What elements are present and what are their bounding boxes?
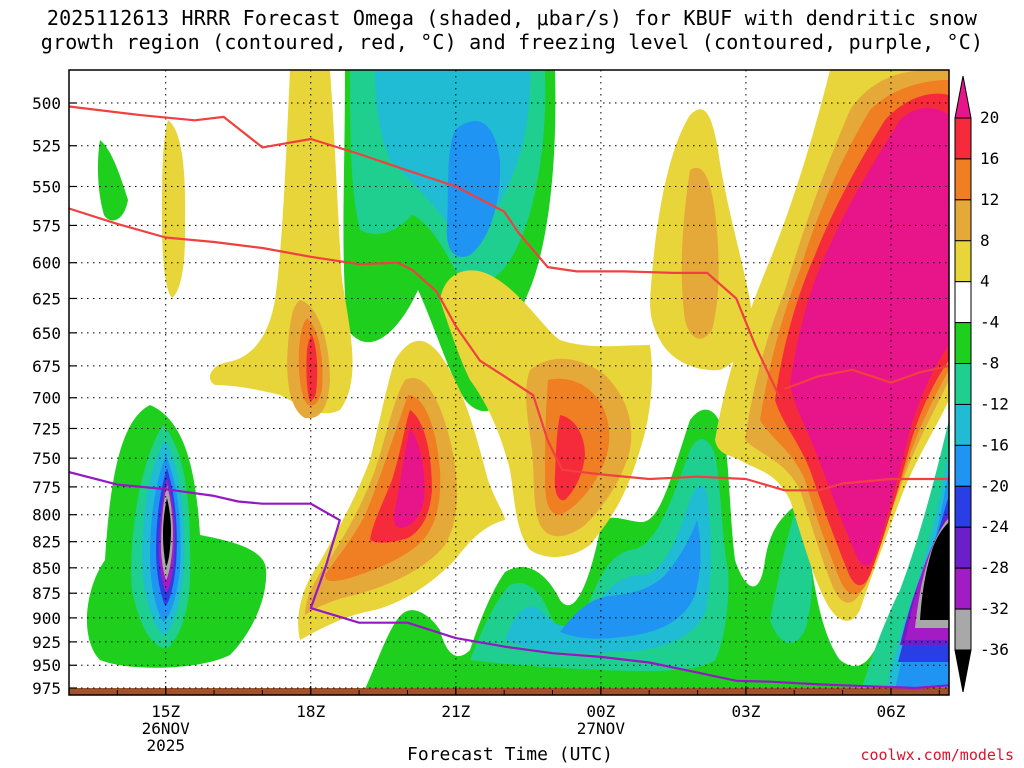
ascent-region-06z: [860, 420, 949, 695]
colorbar-bin: [954, 608, 972, 651]
colorbar-label: -8: [980, 354, 999, 373]
x-tick-label: 06Z: [877, 702, 906, 721]
y-tick-label: 700: [32, 389, 61, 408]
x-tick-label: 03Z: [731, 702, 760, 721]
colorbar-label: 20: [980, 108, 999, 127]
y-tick-label: 550: [32, 177, 61, 196]
colorbar-bin: [954, 281, 972, 324]
ground-strip: [69, 688, 949, 695]
y-tick-label: 875: [32, 584, 61, 603]
y-axis-labels: 500 525 550 575 600 625 650 675 700 725 750 775 800 8…: [32, 94, 61, 698]
colorbar-label: -32: [980, 599, 1009, 618]
descent-region-23z: [440, 270, 652, 557]
ascent-region-15z: [86, 140, 267, 668]
y-tick-label: 675: [32, 357, 61, 376]
y-tick-label: 750: [32, 449, 61, 468]
colorbar-bin: [954, 526, 972, 569]
colorbar: 20 16 12 8 4 -4 -8 -12 -16 -20 -24 -28 -32 -36: [954, 75, 1009, 693]
y-tick-label: 800: [32, 506, 61, 525]
y-tick-label: 725: [32, 419, 61, 438]
colorbar-label: -16: [980, 435, 1009, 454]
descent-region-02z: [650, 109, 752, 371]
freezing-level-line: [69, 471, 949, 690]
colorbar-bin: [954, 403, 972, 446]
descent-region-20z: [298, 340, 505, 640]
dendritic-growth-line: [69, 207, 949, 492]
colorbar-label: -4: [980, 313, 999, 332]
colorbar-bin: [954, 444, 972, 487]
colorbar-label: 4: [980, 272, 990, 291]
colorbar-bin: [954, 649, 972, 693]
colorbar-bin: [954, 199, 972, 242]
colorbar-label: 12: [980, 190, 999, 209]
x-tick-label: 18Z: [296, 702, 325, 721]
plot-frame: [68, 69, 950, 696]
colorbar-bin: [954, 485, 972, 528]
colorbar-bin: [954, 363, 972, 405]
y-tick-label: 650: [32, 324, 61, 343]
colorbar-label: -24: [980, 517, 1009, 536]
dendritic-growth-line: [784, 364, 949, 390]
credit-text: coolwx.com/models: [860, 746, 1014, 764]
x-tick-label: 21Z: [441, 702, 470, 721]
colorbar-bin: [954, 117, 972, 160]
dendritic-growth-line: [69, 105, 781, 399]
y-tick-label: 950: [32, 656, 61, 675]
colorbar-label: -12: [980, 394, 1009, 413]
colorbar-label: 8: [980, 231, 990, 250]
x-tick-year: 2025: [146, 736, 185, 755]
colorbar-bin: [954, 75, 972, 119]
colorbar-bin: [954, 567, 972, 610]
y-tick-label: 850: [32, 559, 61, 578]
y-tick-label: 500: [32, 94, 61, 113]
colorbar-label: -20: [980, 476, 1009, 495]
x-tick-label: 15Z: [151, 702, 180, 721]
x-axis-title: Forecast Time (UTC): [407, 744, 613, 765]
contours: [69, 105, 949, 690]
y-tick-label: 825: [32, 533, 61, 552]
y-tick-label: 625: [32, 289, 61, 308]
x-tick-date: 26NOV: [142, 719, 191, 738]
colorbar-label: -28: [980, 558, 1009, 577]
colorbar-bin: [954, 240, 972, 283]
y-tick-label: 775: [32, 478, 61, 497]
x-tick-label: 00Z: [586, 702, 615, 721]
colorbar-label: 16: [980, 149, 999, 168]
x-tick-date: 27NOV: [577, 719, 626, 738]
omega-shading: [69, 70, 949, 695]
descent-region-05z: [715, 70, 949, 621]
y-tick-label: 525: [32, 137, 61, 156]
y-tick-label: 900: [32, 609, 61, 628]
y-tick-label: 925: [32, 633, 61, 652]
colorbar-bin: [954, 158, 972, 201]
y-tick-label: 575: [32, 216, 61, 235]
colorbar-bin: [954, 322, 972, 365]
descent-region-15z: [162, 120, 186, 298]
chart-title: 2025112613 HRRR Forecast Omega (shaded, …: [40, 6, 984, 54]
colorbar-label: -36: [980, 640, 1009, 659]
y-tick-label: 600: [32, 254, 61, 273]
y-tick-label: 975: [32, 679, 61, 698]
descent-region-17z: [209, 70, 353, 419]
grid: [68, 70, 949, 695]
